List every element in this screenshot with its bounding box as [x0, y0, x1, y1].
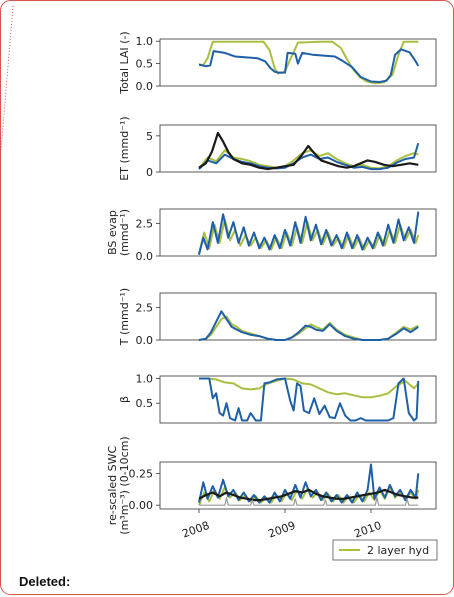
series-line-black	[198, 131, 419, 171]
series-line-green	[199, 377, 420, 399]
y-axis-label-line: Total LAI (-)	[118, 31, 131, 94]
series-line-blue	[198, 48, 420, 83]
series-line-blue	[198, 310, 419, 341]
y-axis-label: BS evap(mmd⁻¹)	[106, 209, 131, 256]
y-tick-label: 0.0	[136, 80, 154, 93]
y-axis-label-line: BS evap	[106, 210, 119, 255]
legend: 2 layer hyd	[332, 539, 438, 561]
panel-5: 1.0 0.5 β	[118, 372, 437, 424]
revision-connector	[0, 5, 14, 151]
y-axis-label: re-scaled SWC(m³m⁻³) (0-10cm)	[106, 436, 131, 534]
y-tick-label: 0.0	[136, 334, 154, 347]
legend-box	[332, 539, 438, 561]
series-line-blue	[198, 211, 420, 255]
y-axis-label-line: (m³m⁻³) (0-10cm)	[118, 436, 131, 534]
y-axis-label-line: re-scaled SWC	[106, 445, 119, 525]
panel-2: 5 0 ET (mmd⁻¹)	[118, 116, 437, 181]
legend-label: 2 layer hyd	[367, 544, 429, 557]
y-tick-label: 2.5	[136, 217, 154, 230]
y-axis-label-line: T (mmd⁻¹)	[118, 288, 131, 346]
series-line-black	[198, 488, 419, 502]
y-axis-label: Total LAI (-)	[118, 31, 131, 94]
series-line-blue	[198, 463, 420, 504]
y-tick-label: 0.00	[129, 499, 154, 512]
y-axis-label: T (mmd⁻¹)	[118, 288, 131, 346]
y-axis-label-line: ET (mmd⁻¹)	[118, 116, 131, 180]
y-axis-label: ET (mmd⁻¹)	[118, 116, 131, 180]
y-tick-label: 1.0	[136, 372, 154, 385]
y-tick-label: 0.5	[136, 58, 154, 71]
y-tick-label: 0	[146, 166, 153, 179]
y-axis-label-line: β	[118, 396, 131, 403]
panel-4: 2.5 0.0 T (mmd⁻¹)	[118, 288, 437, 347]
series-line-blue	[199, 377, 420, 422]
panel-1: 1.0 0.5 0.0 Total LAI (-)	[118, 31, 437, 95]
series-line-grey	[199, 497, 419, 506]
chart-panels: 1.0 0.5 0.0 Total LAI (-) 5 0 ET (mmd⁻¹) 2.5 0.0…	[106, 31, 437, 535]
y-tick-label: 5	[146, 130, 153, 143]
deleted-label: Deleted:	[19, 574, 71, 589]
y-tick-label: 2.5	[136, 301, 154, 314]
y-tick-label: 0.25	[129, 467, 154, 480]
y-tick-label: 1.0	[136, 35, 154, 48]
y-axis-label-line: (mmd⁻¹)	[118, 209, 131, 256]
y-axis-label: β	[118, 396, 131, 403]
panel-3: 2.5 0.0 BS evap(mmd⁻¹)	[106, 208, 437, 263]
y-tick-label: 0.5	[136, 397, 154, 410]
y-tick-label: 0.0	[136, 250, 154, 263]
